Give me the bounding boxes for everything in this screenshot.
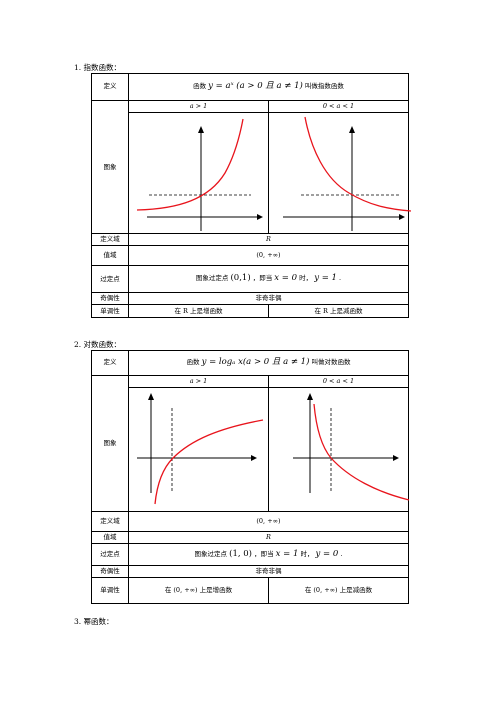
domain-value: (0, +∞) [128, 511, 409, 533]
graph-exp-decreasing [268, 111, 412, 235]
x-axis-arrow-icon [393, 455, 399, 461]
row-label-graph: 图象 [91, 374, 129, 513]
row-label-definition: 定义 [91, 73, 129, 101]
graph-exp-increasing [128, 111, 269, 235]
fixed-point-cell: 图象过定点 (1, 0) ，即当 x = 1 时， y = 0 . [128, 543, 409, 567]
exp-decreasing-plot [283, 116, 412, 231]
row-label-monotonicity: 单调性 [91, 577, 129, 605]
fixed-point-cell: 图象过定点 (0,1) ，即当 x = 0 时， y = 1 . [128, 265, 409, 294]
y-axis-arrow-icon [307, 393, 313, 400]
definition-cell: 函数 y = aˣ (a > 0 且 a ≠ 1) 叫做指数函数 [128, 73, 409, 101]
row-label-monotonicity: 单调性 [91, 304, 129, 319]
row-label-domain: 定义域 [91, 511, 129, 533]
log-increasing-plot [137, 393, 264, 505]
range-value: R [128, 531, 409, 545]
case-a-between-0-1: 0 < a < 1 [268, 100, 409, 113]
row-label-range: 值域 [91, 245, 129, 267]
mono-right: 在 R 上是减函数 [268, 304, 409, 319]
exp-curve [304, 116, 412, 212]
log-curve [313, 403, 410, 501]
definition-formula: y = aˣ (a > 0 且 a ≠ 1) [208, 81, 303, 92]
row-label-fixed-point: 过定点 [91, 265, 129, 294]
parity-value: 非奇非偶 [128, 565, 409, 579]
definition-cell: 函数 y = logₐ x(a > 0 且 a ≠ 1) 叫做对数函数 [128, 350, 409, 376]
row-label-parity: 奇偶性 [91, 292, 129, 306]
section-title-power: 3. 幂函数： [74, 617, 114, 626]
y-axis-arrow-icon [198, 126, 204, 133]
case-a-between-0-1: 0 < a < 1 [268, 375, 409, 388]
definition-formula: y = logₐ x(a > 0 且 a ≠ 1) [201, 357, 310, 368]
section-title-exponential: 1. 指数函数： [74, 63, 122, 72]
x-axis-arrow-icon [257, 214, 263, 220]
mono-left: 在 (0, +∞) 上是增函数 [128, 577, 269, 605]
case-a-greater-1: a > 1 [128, 100, 269, 113]
row-label-parity: 奇偶性 [91, 565, 129, 579]
y-axis-arrow-icon [148, 393, 154, 400]
row-label-domain: 定义域 [91, 233, 129, 247]
row-label-fixed-point: 过定点 [91, 543, 129, 567]
exp-increasing-plot [136, 118, 263, 231]
parity-value: 非奇非偶 [128, 292, 409, 306]
y-axis-arrow-icon [349, 126, 355, 133]
row-label-definition: 定义 [91, 350, 129, 376]
row-label-range: 值域 [91, 531, 129, 545]
log-curve [154, 419, 264, 505]
row-label-graph: 图象 [91, 99, 129, 235]
x-axis-arrow-icon [251, 455, 257, 461]
x-axis-arrow-icon [399, 214, 405, 220]
mono-right: 在 (0, +∞) 上是减函数 [268, 577, 409, 605]
exp-curve [136, 118, 244, 211]
exponential-function-table: 定义 函数 y = aˣ (a > 0 且 a ≠ 1) 叫做指数函数 图象 a… [91, 73, 412, 319]
range-value: (0, +∞) [128, 245, 409, 267]
logarithmic-function-table: 定义 函数 y = logₐ x(a > 0 且 a ≠ 1) 叫做对数函数 图… [91, 350, 410, 605]
domain-value: R [128, 233, 409, 247]
graph-log-increasing [128, 386, 269, 513]
graph-log-decreasing [268, 386, 410, 513]
mono-left: 在 R 上是增函数 [128, 304, 269, 319]
case-a-greater-1: a > 1 [128, 375, 269, 388]
section-title-logarithmic: 2. 对数函数： [74, 340, 122, 349]
log-decreasing-plot [293, 393, 410, 501]
